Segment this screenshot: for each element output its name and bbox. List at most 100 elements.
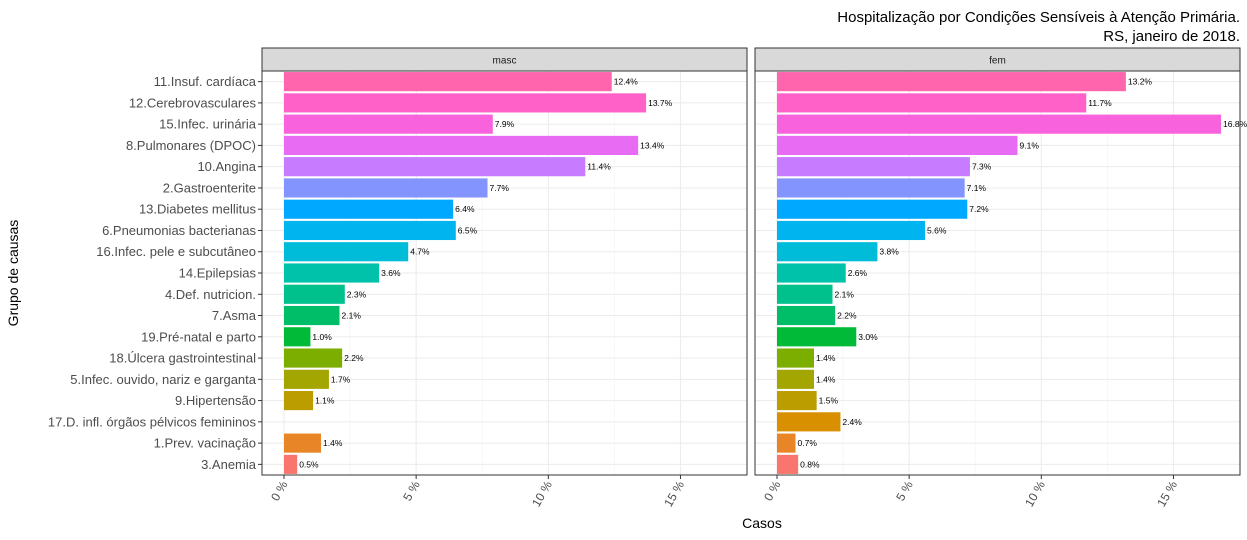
bar: [284, 135, 639, 155]
x-tick-label: 10 %: [1022, 478, 1048, 509]
data-label: 12.4%: [614, 77, 639, 87]
x-tick-label: 15 %: [1154, 478, 1180, 509]
y-tick-label: 7.Asma: [212, 308, 257, 323]
y-tick-label: 3.Anemia: [201, 457, 257, 472]
bar: [777, 93, 1087, 113]
bar: [284, 220, 456, 241]
data-label: 6.4%: [455, 204, 475, 214]
bar: [284, 305, 340, 326]
bar: [284, 263, 380, 283]
data-label: 13.2%: [1128, 77, 1153, 87]
panel-fem: fem 13.2% 11.7% 16.8% 9.1% 7.3% 7.1% 7.2% 5.6% 3.…: [754, 47, 1247, 509]
y-tick-label: 4.Def. nutricion.: [165, 287, 256, 302]
y-tick-label: 15.Infec. urinária: [159, 117, 257, 132]
bar: [284, 327, 311, 347]
data-label: 0.7%: [798, 438, 818, 448]
panel-border: [754, 70, 1241, 476]
bar: [777, 199, 968, 219]
data-label: 1.0%: [312, 332, 332, 342]
y-tick-label: 2.Gastroenterite: [163, 180, 256, 195]
data-label: 1.4%: [816, 353, 836, 363]
y-tick-label: 6.Pneumonias bacterianas: [102, 223, 256, 238]
bar: [777, 327, 857, 347]
data-label: 2.4%: [842, 417, 862, 427]
data-label: 13.4%: [640, 140, 665, 150]
x-tick-label: 0 %: [761, 478, 784, 503]
data-label: 7.7%: [490, 183, 510, 193]
y-tick-label: 14.Epilepsias: [179, 266, 257, 281]
x-axis-title: Casos: [742, 515, 782, 531]
y-tick-label: 18.Úlcera gastrointestinal: [109, 351, 256, 366]
data-label: 1.4%: [323, 438, 343, 448]
x-tick-label: 10 %: [529, 478, 555, 509]
facet-strip-label: fem: [989, 56, 1006, 67]
bar: [777, 220, 926, 241]
bar: [284, 391, 314, 411]
bar: [777, 284, 833, 304]
bar: [777, 412, 841, 432]
x-tick-label: 5 %: [893, 478, 916, 503]
data-label: 5.6%: [927, 225, 947, 235]
bar: [284, 93, 647, 113]
data-label: 13.7%: [648, 98, 673, 108]
bar: [777, 178, 965, 198]
data-label: 11.7%: [1088, 98, 1112, 108]
y-tick-label: 9.Hipertensão: [175, 393, 256, 408]
data-label: 1.7%: [331, 374, 351, 384]
y-tick-label: 5.Infec. ouvido, nariz e garganta: [70, 372, 257, 387]
bar: [284, 114, 493, 134]
data-label: 16.8%: [1223, 119, 1247, 129]
data-label: 7.2%: [969, 204, 989, 214]
data-label: 3.6%: [381, 268, 401, 278]
bar: [777, 114, 1222, 134]
bar: [777, 135, 1018, 155]
bar: [284, 72, 612, 92]
data-label: 0.8%: [800, 459, 820, 469]
bar: [777, 433, 796, 453]
y-tick-label: 16.Infec. pele e subcutâneo: [96, 244, 256, 259]
data-label: 1.1%: [315, 396, 335, 406]
data-label: 7.3%: [972, 162, 992, 172]
data-label: 2.1%: [835, 289, 855, 299]
y-tick-label: 17.D. infl. órgãos pélvicos femininos: [48, 414, 257, 429]
bar: [284, 157, 586, 177]
data-label: 4.7%: [410, 247, 430, 257]
data-label: 11.4%: [587, 162, 611, 172]
data-label: 9.1%: [1020, 140, 1040, 150]
y-tick-label: 19.Pré-natal e parto: [141, 329, 256, 344]
bar: [777, 263, 846, 283]
bar: [777, 305, 836, 326]
panel-masc: masc 12.4% 13.7% 7.9% 13.4% 11.4% 7.7% 6.4% 6.5%…: [261, 47, 748, 509]
y-tick-label: 10.Angina: [197, 159, 256, 174]
chart-title: Hospitalização por Condições Sensíveis à…: [837, 9, 1240, 26]
y-tick-label: 13.Diabetes mellitus: [139, 202, 257, 217]
bar: [284, 178, 488, 198]
bar: [284, 348, 343, 368]
data-label: 2.2%: [837, 311, 857, 321]
bar: [284, 454, 298, 474]
x-tick-label: 15 %: [661, 478, 687, 509]
y-axis-title: Grupo de causas: [5, 220, 21, 327]
bar: [777, 454, 799, 474]
data-label: 1.5%: [819, 396, 839, 406]
data-label: 2.2%: [344, 353, 364, 363]
data-label: 2.3%: [347, 289, 367, 299]
bar: [777, 242, 878, 262]
bar: [284, 199, 454, 219]
data-label: 0.5%: [299, 459, 319, 469]
bar: [284, 284, 345, 304]
data-label: 3.0%: [858, 332, 878, 342]
bar: [777, 369, 815, 389]
data-label: 1.4%: [816, 374, 836, 384]
data-label: 2.1%: [342, 311, 362, 321]
bar: [284, 433, 322, 453]
bar: [777, 72, 1126, 92]
data-label: 7.1%: [967, 183, 987, 193]
bar: [284, 369, 329, 389]
bar: [284, 242, 409, 262]
x-tick-label: 5 %: [400, 478, 423, 503]
x-tick-label: 0 %: [268, 478, 291, 503]
data-label: 7.9%: [495, 119, 515, 129]
chart-subtitle: RS, janeiro de 2018.: [1103, 28, 1240, 45]
